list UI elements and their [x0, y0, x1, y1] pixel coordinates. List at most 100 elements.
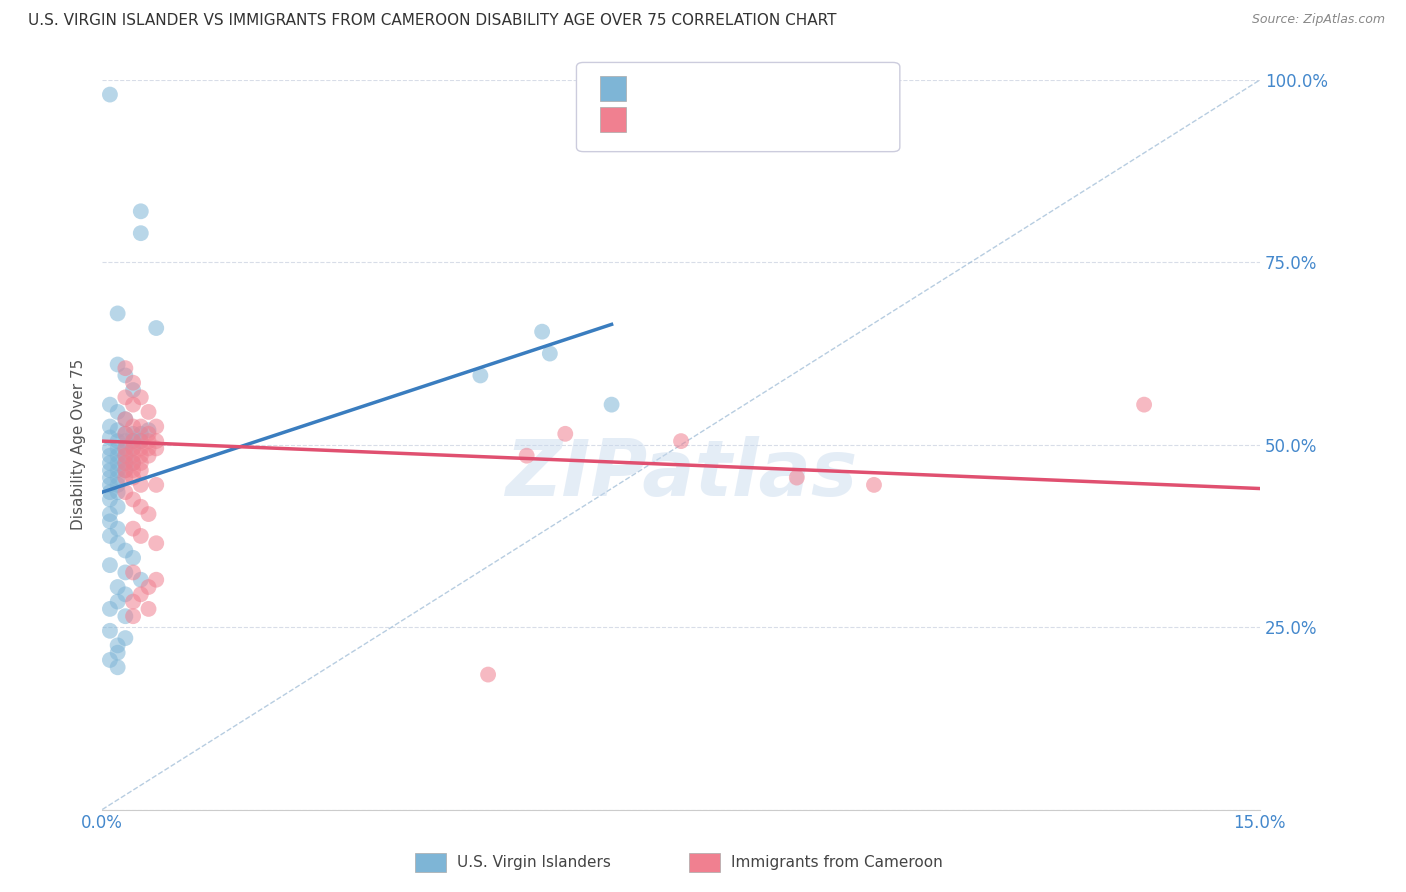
Text: U.S. Virgin Islanders: U.S. Virgin Islanders [457, 855, 610, 870]
Point [107, 639, 129, 653]
Point [114, 631, 136, 645]
Text: Immigrants from Cameroon: Immigrants from Cameroon [731, 855, 943, 870]
Point [122, 594, 145, 608]
Point [98, 624, 121, 638]
Point [122, 383, 145, 397]
Point [129, 226, 152, 240]
Point [114, 390, 136, 404]
Point [107, 646, 129, 660]
Point [114, 426, 136, 441]
Point [107, 470, 129, 484]
Point [98, 470, 121, 484]
Point [1133, 398, 1156, 412]
Point [138, 442, 160, 456]
Text: R = -0.158   N = 56: R = -0.158 N = 56 [637, 105, 814, 123]
Point [129, 587, 152, 601]
Point [114, 412, 136, 426]
Y-axis label: Disability Age Over 75: Disability Age Over 75 [72, 359, 86, 531]
Point [98, 419, 121, 434]
Point [107, 660, 129, 674]
Point [122, 442, 145, 456]
Point [122, 376, 145, 390]
Point [98, 87, 121, 102]
Text: Source: ZipAtlas.com: Source: ZipAtlas.com [1251, 13, 1385, 27]
Point [114, 587, 136, 601]
Point [107, 594, 129, 608]
Point [122, 434, 145, 449]
Point [145, 478, 167, 492]
Point [107, 405, 129, 419]
Point [98, 398, 121, 412]
Point [129, 442, 152, 456]
Point [98, 485, 121, 500]
Point [114, 470, 136, 484]
Point [122, 456, 145, 470]
Point [145, 536, 167, 550]
Point [138, 449, 160, 463]
Point [122, 398, 145, 412]
Point [129, 500, 152, 514]
Point [107, 456, 129, 470]
Point [129, 434, 152, 449]
Point [114, 463, 136, 477]
Point [122, 426, 145, 441]
Point [145, 573, 167, 587]
Point [114, 449, 136, 463]
Point [114, 426, 136, 441]
Point [98, 529, 121, 543]
Point [114, 449, 136, 463]
Point [129, 449, 152, 463]
Point [554, 426, 576, 441]
Point [477, 667, 499, 681]
Point [122, 550, 145, 565]
Point [98, 507, 121, 521]
Point [145, 442, 167, 456]
Point [114, 412, 136, 426]
Point [669, 434, 692, 449]
Point [145, 321, 167, 335]
Point [129, 529, 152, 543]
Point [114, 434, 136, 449]
Point [98, 478, 121, 492]
Point [107, 449, 129, 463]
Point [114, 442, 136, 456]
Point [114, 456, 136, 470]
Point [122, 434, 145, 449]
Point [531, 325, 554, 339]
Point [114, 361, 136, 376]
Point [122, 442, 145, 456]
Point [114, 485, 136, 500]
Point [786, 470, 808, 484]
Point [138, 602, 160, 616]
Point [129, 390, 152, 404]
Text: U.S. VIRGIN ISLANDER VS IMMIGRANTS FROM CAMEROON DISABILITY AGE OVER 75 CORRELAT: U.S. VIRGIN ISLANDER VS IMMIGRANTS FROM … [28, 13, 837, 29]
Point [129, 463, 152, 477]
Point [863, 478, 886, 492]
Point [138, 580, 160, 594]
Point [129, 426, 152, 441]
Point [98, 653, 121, 667]
Text: ZIPatlas: ZIPatlas [505, 436, 858, 512]
Point [129, 573, 152, 587]
Point [145, 434, 167, 449]
Point [107, 478, 129, 492]
Point [98, 492, 121, 507]
Point [114, 543, 136, 558]
Point [98, 558, 121, 573]
Text: R =  0.329   N = 69: R = 0.329 N = 69 [637, 74, 813, 92]
Point [98, 602, 121, 616]
Point [107, 306, 129, 320]
Point [129, 204, 152, 219]
Point [122, 522, 145, 536]
Point [107, 463, 129, 477]
Point [470, 368, 492, 383]
Point [129, 434, 152, 449]
Point [138, 405, 160, 419]
Point [122, 449, 145, 463]
Point [138, 434, 160, 449]
Point [122, 419, 145, 434]
Point [107, 500, 129, 514]
Point [138, 507, 160, 521]
Point [98, 456, 121, 470]
Point [114, 442, 136, 456]
